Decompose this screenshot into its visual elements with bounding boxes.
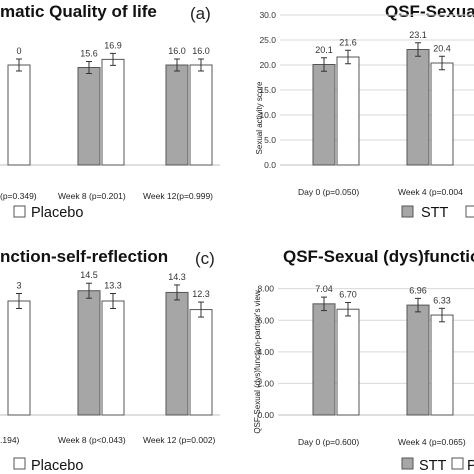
panel-d: QSF-Sexual (dys)function- 0.00 2.00 4.00 6.… [253,247,474,474]
stt-bar [77,67,101,166]
stt-bar [312,303,336,416]
panel-d-bars: 7.04 6.96 6.70 6.33 [312,284,454,416]
y-tick-label: 20.0 [259,60,276,70]
y-tick-label: 5.0 [264,135,276,145]
value-label: 7.04 [315,284,333,294]
placebo-bar [430,62,454,166]
value-label: 21.6 [339,37,357,47]
value-label: 6.33 [433,295,451,305]
value-label: 12.3 [192,289,210,299]
legend-stt-swatch-d [401,457,414,470]
value-label: 6.70 [339,289,357,299]
y-tick-label: 30.0 [259,10,276,20]
panel-c-xlabel-2: Week 8 (p<0.043) [58,435,126,445]
panel-b-xlabel-2: Week 4 (p=0.004 [398,187,463,197]
placebo-bar [336,308,360,416]
value-label: 16.0 [192,46,210,56]
y-tick-label: 0.00 [257,410,274,420]
legend-placebo-partial-d: P [467,458,474,474]
panel-a-letter: (a) [190,4,211,23]
legend-placebo-label-a: Placebo [31,205,83,221]
panel-a: matic Quality of life (a) 15.6 16.0016.91… [0,2,220,221]
panel-b-title: QSF-Sexua [385,2,474,21]
panel-b-xlabel-1: Day 0 (p=0.050) [298,187,359,197]
panel-c-xlabel-3: Week 12 (p=0.002) [143,435,216,445]
legend-placebo-swatch-a [13,205,26,218]
panel-c-bars: 14.5 14.3 3 13.3 12.3 [7,270,213,416]
panel-c: nction-self-reflection (c) 14.5 14.3 3 13.3… [0,247,220,474]
y-tick-label: 6.00 [257,315,274,325]
value-label: 23.1 [409,30,427,40]
panel-d-title: QSF-Sexual (dys)function- [283,247,474,266]
placebo-bar [430,314,454,416]
value-label: 20.4 [433,43,451,53]
value-label: 3 [16,281,21,291]
value-label: 13.3 [104,281,122,291]
panel-a-xlabel-3: Week 12(p=0.999) [143,191,213,201]
placebo-bar [336,56,360,166]
placebo-bar [7,300,31,416]
legend-placebo-swatch-d [451,457,464,470]
value-label: 6.96 [409,285,427,295]
panel-c-title: nction-self-reflection [0,247,168,266]
stt-bar [165,291,189,416]
y-tick-label: 8.00 [257,284,274,294]
placebo-bar [189,64,213,166]
panel-c-xlabel-1: .194) [0,435,20,445]
placebo-bar [101,58,125,166]
y-tick-label: 0.0 [264,160,276,170]
value-label: 0 [16,46,21,56]
panel-d-ylabel: QSF-Sexual (dys)function-partner's view [253,290,262,434]
panel-a-xlabel-1: (p=0.349) [0,191,37,201]
value-label: 15.6 [80,49,98,59]
panel-d-xlabel-1: Day 0 (p=0.600) [298,437,359,447]
panel-c-letter: (c) [195,249,215,268]
y-tick-label: 15.0 [259,85,276,95]
y-tick-label: 25.0 [259,35,276,45]
y-tick-label: 2.00 [257,378,274,388]
panel-b: QSF-Sexua 0.0 5.0 10.0 15.0 20.0 25.0 30.0 Sex… [255,2,474,221]
value-label: 14.5 [80,270,98,280]
panel-a-title: matic Quality of life [0,2,157,21]
placebo-bar [7,64,31,166]
legend-placebo-swatch-b [465,205,474,218]
panel-b-bars: 20.1 23.1 21.6 20.4 [312,30,454,166]
legend-stt-swatch-b [401,205,414,218]
panel-a-bars: 15.6 16.0 0 16.9 16.0 [7,40,213,166]
stt-bar [406,304,430,416]
panel-d-xlabel-2: Week 4 (p=0.065) [398,437,466,447]
legend-stt-label-b: STT [421,205,449,221]
panel-b-ylabel: Sexual activity score [255,81,264,154]
stt-bar [165,64,189,166]
placebo-bar [101,300,125,416]
placebo-bar [189,309,213,416]
stt-bar [312,64,336,166]
value-label: 20.1 [315,45,333,55]
value-label: 16.0 [168,46,186,56]
y-tick-label: 4.00 [257,347,274,357]
legend-placebo-swatch-c [13,457,26,470]
stt-bar [77,290,101,416]
value-label: 14.3 [168,272,186,282]
y-tick-label: 10.0 [259,110,276,120]
panel-a-xlabel-2: Week 8 (p=0.201) [58,191,126,201]
legend-placebo-label-c: Placebo [31,458,83,474]
value-label: 16.9 [104,40,122,50]
stt-bar [406,49,430,166]
legend-stt-label-d: STT [419,458,447,474]
